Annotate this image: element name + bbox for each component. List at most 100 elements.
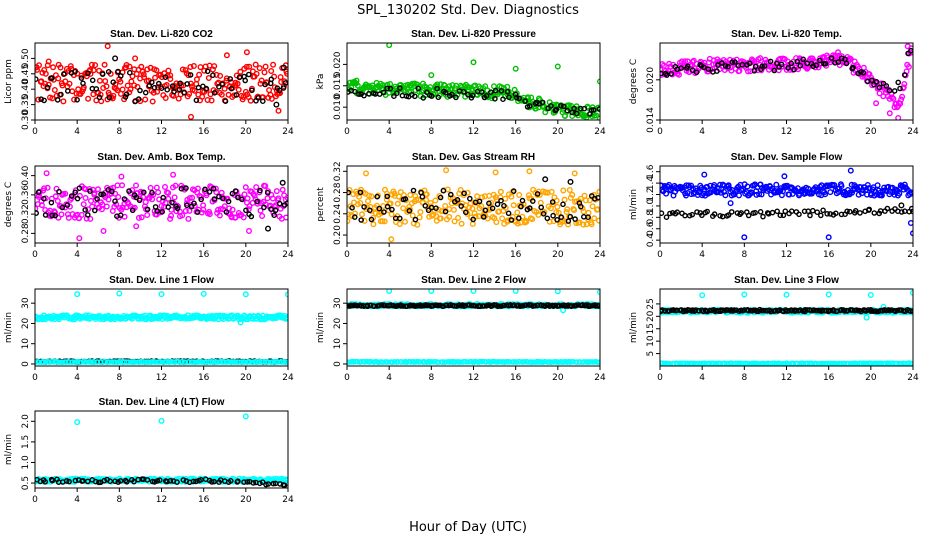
panel-title: Stan. Dev. Line 4 (LT) Flow bbox=[99, 397, 225, 408]
y-tick-label: 0.40 bbox=[21, 165, 31, 185]
data-point bbox=[136, 197, 143, 204]
data-point bbox=[191, 200, 197, 207]
data-point bbox=[270, 61, 277, 68]
data-point bbox=[117, 478, 124, 484]
outlier-point bbox=[597, 289, 600, 295]
data-point bbox=[808, 307, 814, 314]
data-point bbox=[54, 197, 61, 204]
x-tick-label: 12 bbox=[468, 373, 479, 383]
data-point bbox=[717, 212, 723, 219]
data-point bbox=[249, 87, 255, 94]
outlier-point bbox=[512, 65, 519, 72]
x-tick-label: 8 bbox=[116, 373, 122, 383]
data-point bbox=[486, 200, 492, 207]
data-point bbox=[158, 85, 165, 91]
data-point bbox=[167, 477, 174, 484]
data-point bbox=[114, 87, 121, 94]
data-point bbox=[396, 215, 403, 222]
data-point bbox=[501, 202, 507, 209]
data-point bbox=[112, 198, 118, 204]
data-point bbox=[540, 210, 547, 217]
x-tick-label: 4 bbox=[699, 127, 705, 137]
data-point bbox=[562, 218, 569, 225]
data-point bbox=[588, 221, 595, 228]
data-point bbox=[572, 216, 578, 222]
data-point bbox=[416, 214, 423, 221]
outlier-point bbox=[353, 77, 360, 84]
data-point bbox=[273, 188, 280, 195]
data-point bbox=[797, 307, 804, 313]
data-point bbox=[527, 205, 533, 211]
data-point bbox=[142, 96, 149, 103]
outlier-point bbox=[223, 52, 230, 59]
data-point bbox=[525, 95, 532, 102]
data-point bbox=[248, 213, 255, 220]
y-tick-label: 0.8 bbox=[646, 210, 656, 225]
data-point bbox=[498, 197, 504, 204]
data-point bbox=[464, 189, 471, 196]
y-tick-label: 1.2 bbox=[646, 187, 656, 201]
data-point bbox=[394, 90, 400, 96]
data-point bbox=[728, 209, 735, 215]
data-point bbox=[548, 188, 555, 195]
data-point bbox=[794, 185, 801, 192]
data-point bbox=[537, 199, 544, 206]
data-point bbox=[275, 195, 282, 202]
data-point bbox=[281, 482, 288, 488]
outlier-point bbox=[741, 291, 748, 298]
data-point bbox=[126, 63, 133, 70]
data-point bbox=[376, 205, 383, 212]
y-tick-label: 0.4 bbox=[646, 233, 656, 248]
outlier-point bbox=[908, 205, 913, 212]
x-tick-label: 20 bbox=[865, 373, 877, 383]
data-point bbox=[202, 186, 208, 193]
data-point bbox=[367, 302, 374, 309]
data-point bbox=[878, 360, 885, 366]
outlier-point bbox=[907, 220, 913, 226]
data-point bbox=[193, 76, 200, 83]
data-point bbox=[529, 216, 536, 223]
data-point bbox=[451, 218, 458, 225]
data-point bbox=[580, 221, 587, 228]
data-point bbox=[368, 193, 375, 200]
data-point bbox=[115, 193, 122, 200]
data-point bbox=[361, 217, 368, 224]
data-point bbox=[35, 76, 39, 82]
data-point bbox=[113, 201, 120, 208]
y-axis-label: Licor ppm bbox=[4, 59, 14, 104]
data-point bbox=[129, 187, 136, 194]
data-point bbox=[235, 86, 242, 93]
data-point bbox=[380, 89, 387, 96]
data-point bbox=[44, 184, 51, 191]
data-point bbox=[896, 190, 903, 197]
data-point bbox=[49, 95, 56, 102]
outlier-point bbox=[699, 292, 706, 299]
data-point bbox=[383, 196, 390, 203]
data-point bbox=[280, 85, 287, 91]
data-point bbox=[422, 202, 429, 209]
data-point bbox=[272, 207, 279, 214]
data-point bbox=[729, 59, 736, 66]
panel-10: Stan. Dev. Line 4 (LT) Flow ml/min 0 4 8 12 16… bbox=[4, 397, 294, 505]
data-point bbox=[276, 200, 283, 207]
outlier-point bbox=[492, 169, 499, 176]
data-point bbox=[42, 80, 49, 87]
data-point bbox=[142, 199, 149, 206]
panel-title: Stan. Dev. Li-820 Temp. bbox=[731, 29, 842, 40]
data-point bbox=[516, 215, 522, 221]
data-point bbox=[242, 184, 249, 191]
data-point bbox=[259, 98, 266, 104]
data-point bbox=[797, 62, 804, 69]
data-point bbox=[180, 477, 187, 483]
y-axis-label: ml/min bbox=[4, 434, 14, 465]
data-point bbox=[150, 89, 157, 96]
data-point bbox=[527, 103, 533, 109]
data-point bbox=[255, 95, 262, 101]
data-point bbox=[182, 359, 189, 366]
data-point bbox=[99, 71, 106, 77]
data-point bbox=[147, 184, 154, 191]
data-point bbox=[107, 478, 113, 485]
data-point bbox=[61, 71, 67, 77]
data-point bbox=[217, 205, 224, 212]
data-point bbox=[571, 207, 578, 214]
